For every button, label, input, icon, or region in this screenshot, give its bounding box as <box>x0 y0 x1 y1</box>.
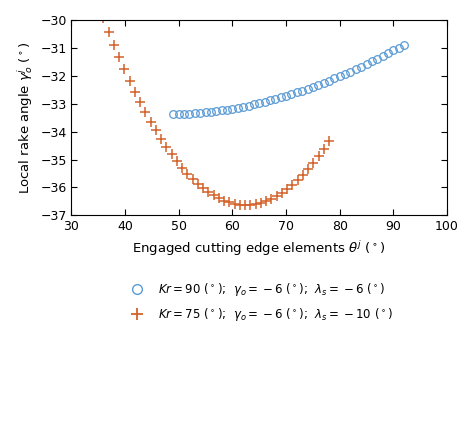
X-axis label: Engaged cutting edge elements $\theta^j$ ($^\circ$): Engaged cutting edge elements $\theta^j$… <box>132 239 386 258</box>
Y-axis label: Local rake angle $\gamma_o^j$ ($^\circ$): Local rake angle $\gamma_o^j$ ($^\circ$) <box>15 41 35 194</box>
Legend: $Kr = 90$ ($^\circ$);  $\gamma_o = -6$ ($^\circ$);  $\lambda_s = -6$ ($^\circ$),: $Kr = 90$ ($^\circ$); $\gamma_o = -6$ ($… <box>120 276 398 328</box>
